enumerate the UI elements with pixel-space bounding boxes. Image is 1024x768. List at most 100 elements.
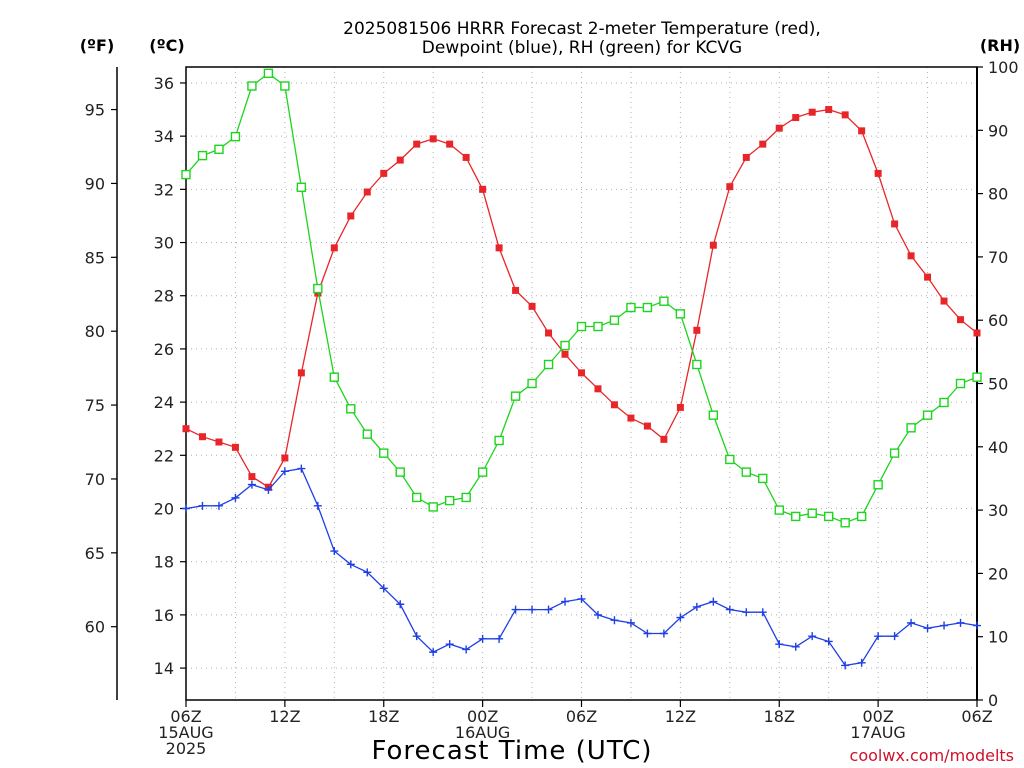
- rh-point: [873, 480, 883, 490]
- dewpoint-point: [363, 568, 372, 577]
- temperature-point: [825, 106, 833, 114]
- temperature-point: [924, 273, 932, 281]
- rh-point: [955, 378, 966, 389]
- rh-point: [823, 511, 834, 522]
- rh-tick-label: 20: [988, 564, 1008, 583]
- dewpoint-point: [182, 504, 190, 513]
- rh-tick-label: 40: [988, 438, 1008, 457]
- rh-point: [181, 169, 191, 180]
- dewpoint-point: [313, 501, 322, 510]
- temperature-point: [462, 153, 470, 161]
- temperature-point: [347, 212, 355, 220]
- dewpoint-point: [462, 645, 471, 654]
- temperature-point: [594, 385, 602, 393]
- dewpoint-point: [857, 658, 866, 667]
- temperature-point: [182, 425, 190, 433]
- temperature-point: [413, 140, 421, 148]
- celsius-tick-label: 22: [154, 446, 174, 465]
- rh-series: [181, 68, 982, 528]
- celsius-tick-label: 20: [154, 500, 174, 519]
- rh-point: [576, 321, 587, 332]
- dewpoint-point: [577, 594, 586, 603]
- dewpoint-point: [890, 632, 899, 641]
- rh-point: [675, 309, 686, 319]
- temperature-point: [281, 454, 289, 462]
- rh-tick-label: 60: [988, 311, 1008, 330]
- dewpoint-point: [659, 629, 668, 638]
- x-tick-label: 18Z: [764, 707, 795, 726]
- x-tick-label: 00Z: [862, 707, 893, 726]
- rh-point: [708, 410, 719, 420]
- celsius-tick-label: 36: [154, 74, 174, 93]
- dewpoint-point: [247, 480, 256, 489]
- temperature-point: [215, 438, 223, 446]
- rh-point: [889, 448, 900, 458]
- rh-tick-label: 30: [988, 501, 1008, 520]
- rh-point: [214, 144, 224, 154]
- dewpoint-point: [676, 613, 685, 622]
- rh-point: [461, 492, 471, 503]
- data-series: [181, 68, 982, 670]
- dewpoint-point: [692, 602, 701, 611]
- dewpoint-point: [923, 624, 932, 633]
- rh-point: [626, 302, 636, 313]
- temperature-point: [693, 326, 701, 334]
- dewpoint-point: [511, 605, 520, 614]
- dewpoint-point: [907, 618, 916, 627]
- rh-point: [560, 340, 570, 351]
- dewpoint-series: [182, 464, 981, 670]
- temperature-point: [957, 316, 965, 324]
- celsius-tick-label: 18: [154, 553, 174, 572]
- temperature-point: [578, 369, 585, 377]
- x-tick-label: 2025: [166, 739, 207, 758]
- fahrenheit-tick-label: 65: [85, 544, 105, 563]
- temperature-point: [429, 135, 437, 143]
- dewpoint-point: [495, 634, 504, 643]
- temperature-point: [742, 153, 750, 161]
- dewpoint-point: [808, 632, 817, 641]
- celsius-tick-label: 14: [154, 659, 174, 678]
- rh-point: [972, 372, 982, 382]
- temperature-point: [627, 414, 635, 422]
- dewpoint-point: [940, 621, 949, 630]
- temperature-point: [198, 433, 206, 441]
- x-tick-label: 06Z: [170, 707, 201, 726]
- dewpoint-point: [478, 634, 487, 643]
- temperature-point: [479, 185, 487, 193]
- temperature-point: [759, 140, 767, 148]
- dewpoint-point: [956, 618, 965, 627]
- temperature-point: [528, 302, 536, 310]
- rh-point: [230, 131, 241, 142]
- temperature-point: [495, 244, 503, 252]
- temperature-point: [610, 401, 618, 409]
- x-tick-label: 18Z: [368, 707, 399, 726]
- rh-point: [856, 511, 867, 522]
- tick-labels: 14 16 18 20 22 24 26 28 30 32 34 36 60 65 70 75 80 85 90 95…: [85, 58, 1019, 758]
- dewpoint-point: [297, 464, 306, 473]
- fahrenheit-tick-label: 80: [85, 322, 105, 341]
- dewpoint-point: [593, 610, 602, 619]
- x-tick-label: 00Z: [467, 707, 498, 726]
- temperature-point: [775, 124, 783, 132]
- celsius-tick-label: 34: [154, 127, 174, 146]
- x-tick-label: 12Z: [665, 707, 696, 726]
- temperature-point: [940, 297, 948, 305]
- dewpoint-point: [445, 640, 454, 649]
- rh-point: [280, 81, 290, 91]
- celsius-tick-label: 26: [154, 340, 174, 359]
- rh-point: [807, 508, 817, 518]
- temperature-point: [545, 329, 553, 337]
- rh-point: [642, 302, 653, 313]
- rh-tick-label: 50: [988, 375, 1008, 394]
- rh-point: [791, 511, 801, 522]
- dewpoint-point: [214, 501, 223, 510]
- dewpoint-point: [561, 597, 570, 606]
- rh-point: [593, 321, 603, 332]
- rh-point: [296, 182, 307, 192]
- source-credit: coolwx.com/modelts: [850, 746, 1014, 765]
- dewpoint-point: [824, 637, 833, 646]
- dewpoint-point: [528, 605, 537, 614]
- x-tick-label: 17AUG: [850, 723, 905, 742]
- dewpoint-point: [264, 485, 273, 494]
